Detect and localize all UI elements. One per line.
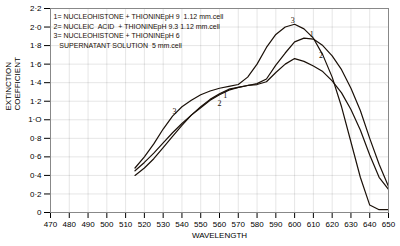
svg-text:470: 470 [44, 220, 58, 229]
svg-text:1·8: 1·8 [30, 41, 42, 50]
svg-text:2·0: 2·0 [30, 23, 42, 32]
svg-text:510: 510 [119, 220, 133, 229]
svg-text:2: 2 [218, 99, 222, 108]
svg-text:1·6: 1·6 [30, 60, 42, 69]
svg-text:0·4: 0·4 [30, 171, 42, 180]
svg-text:1: 1 [223, 91, 227, 100]
svg-text:2·2: 2·2 [30, 4, 42, 13]
svg-text:0·2: 0·2 [30, 190, 42, 199]
svg-text:560: 560 [213, 220, 227, 229]
svg-text:520: 520 [138, 220, 152, 229]
svg-text:590: 590 [269, 220, 283, 229]
svg-text:3: 3 [291, 16, 295, 25]
svg-text:500: 500 [100, 220, 114, 229]
svg-text:1·2: 1·2 [30, 97, 42, 106]
svg-text:3: 3 [173, 107, 177, 116]
svg-text:1: 1 [310, 30, 314, 39]
svg-text:1·4: 1·4 [30, 78, 42, 87]
svg-text:480: 480 [63, 220, 77, 229]
svg-text:580: 580 [250, 220, 264, 229]
svg-text:540: 540 [175, 220, 189, 229]
svg-text:490: 490 [81, 220, 95, 229]
svg-text:600: 600 [288, 220, 302, 229]
svg-text:2: 2 [319, 51, 323, 60]
svg-text:EXTINCTIONCOEFFICIENT: EXTINCTIONCOEFFICIENT [4, 57, 22, 110]
svg-text:640: 640 [363, 220, 377, 229]
svg-text:0·8: 0·8 [30, 134, 42, 143]
svg-text:570: 570 [232, 220, 246, 229]
svg-text:620: 620 [325, 220, 339, 229]
svg-text:1·O: 1·O [28, 115, 41, 124]
svg-text:WAVELENGTH: WAVELENGTH [192, 231, 247, 240]
svg-text:0·6: 0·6 [30, 152, 42, 161]
svg-text:610: 610 [307, 220, 321, 229]
svg-text:0: 0 [37, 208, 42, 217]
svg-text:530: 530 [156, 220, 170, 229]
svg-text:550: 550 [194, 220, 208, 229]
svg-text:650: 650 [382, 220, 396, 229]
svg-text:1= NUCLEOHISTONE + THIONINEpH: 1= NUCLEOHISTONE + THIONINEpH 9 1.12 mm.… [54, 13, 224, 48]
svg-text:630: 630 [344, 220, 358, 229]
